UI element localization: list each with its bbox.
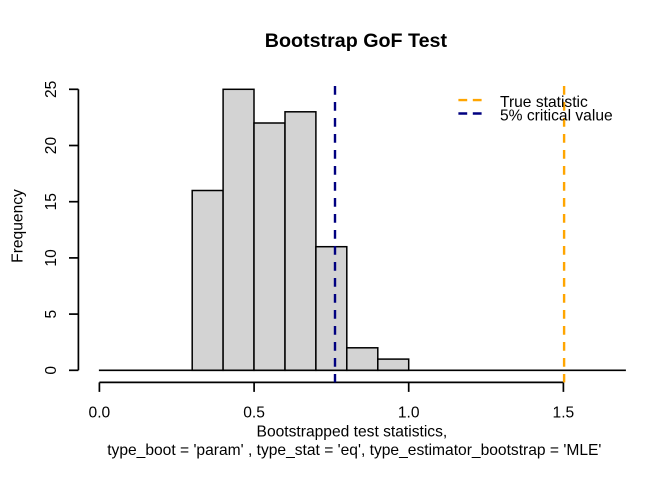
svg-text:0: 0: [43, 366, 60, 375]
svg-text:1.0: 1.0: [398, 404, 420, 421]
svg-text:0.5: 0.5: [243, 404, 265, 421]
svg-text:type_boot = 'param' , type_sta: type_boot = 'param' , type_stat = 'eq', …: [107, 442, 601, 459]
svg-text:20: 20: [43, 137, 60, 155]
svg-text:Bootstrapped test statistics,: Bootstrapped test statistics,: [257, 423, 448, 440]
svg-text:10: 10: [43, 249, 60, 267]
svg-text:0.0: 0.0: [89, 404, 111, 421]
svg-text:25: 25: [43, 80, 60, 98]
svg-text:True statistic: True statistic: [500, 94, 588, 111]
svg-text:1.5: 1.5: [553, 404, 575, 421]
svg-text:5% critical value: 5% critical value: [500, 108, 613, 125]
svg-text:15: 15: [43, 193, 60, 211]
svg-text:5: 5: [43, 309, 60, 318]
svg-text:Frequency: Frequency: [9, 189, 26, 263]
svg-text:Bootstrap GoF Test: Bootstrap GoF Test: [265, 30, 448, 52]
